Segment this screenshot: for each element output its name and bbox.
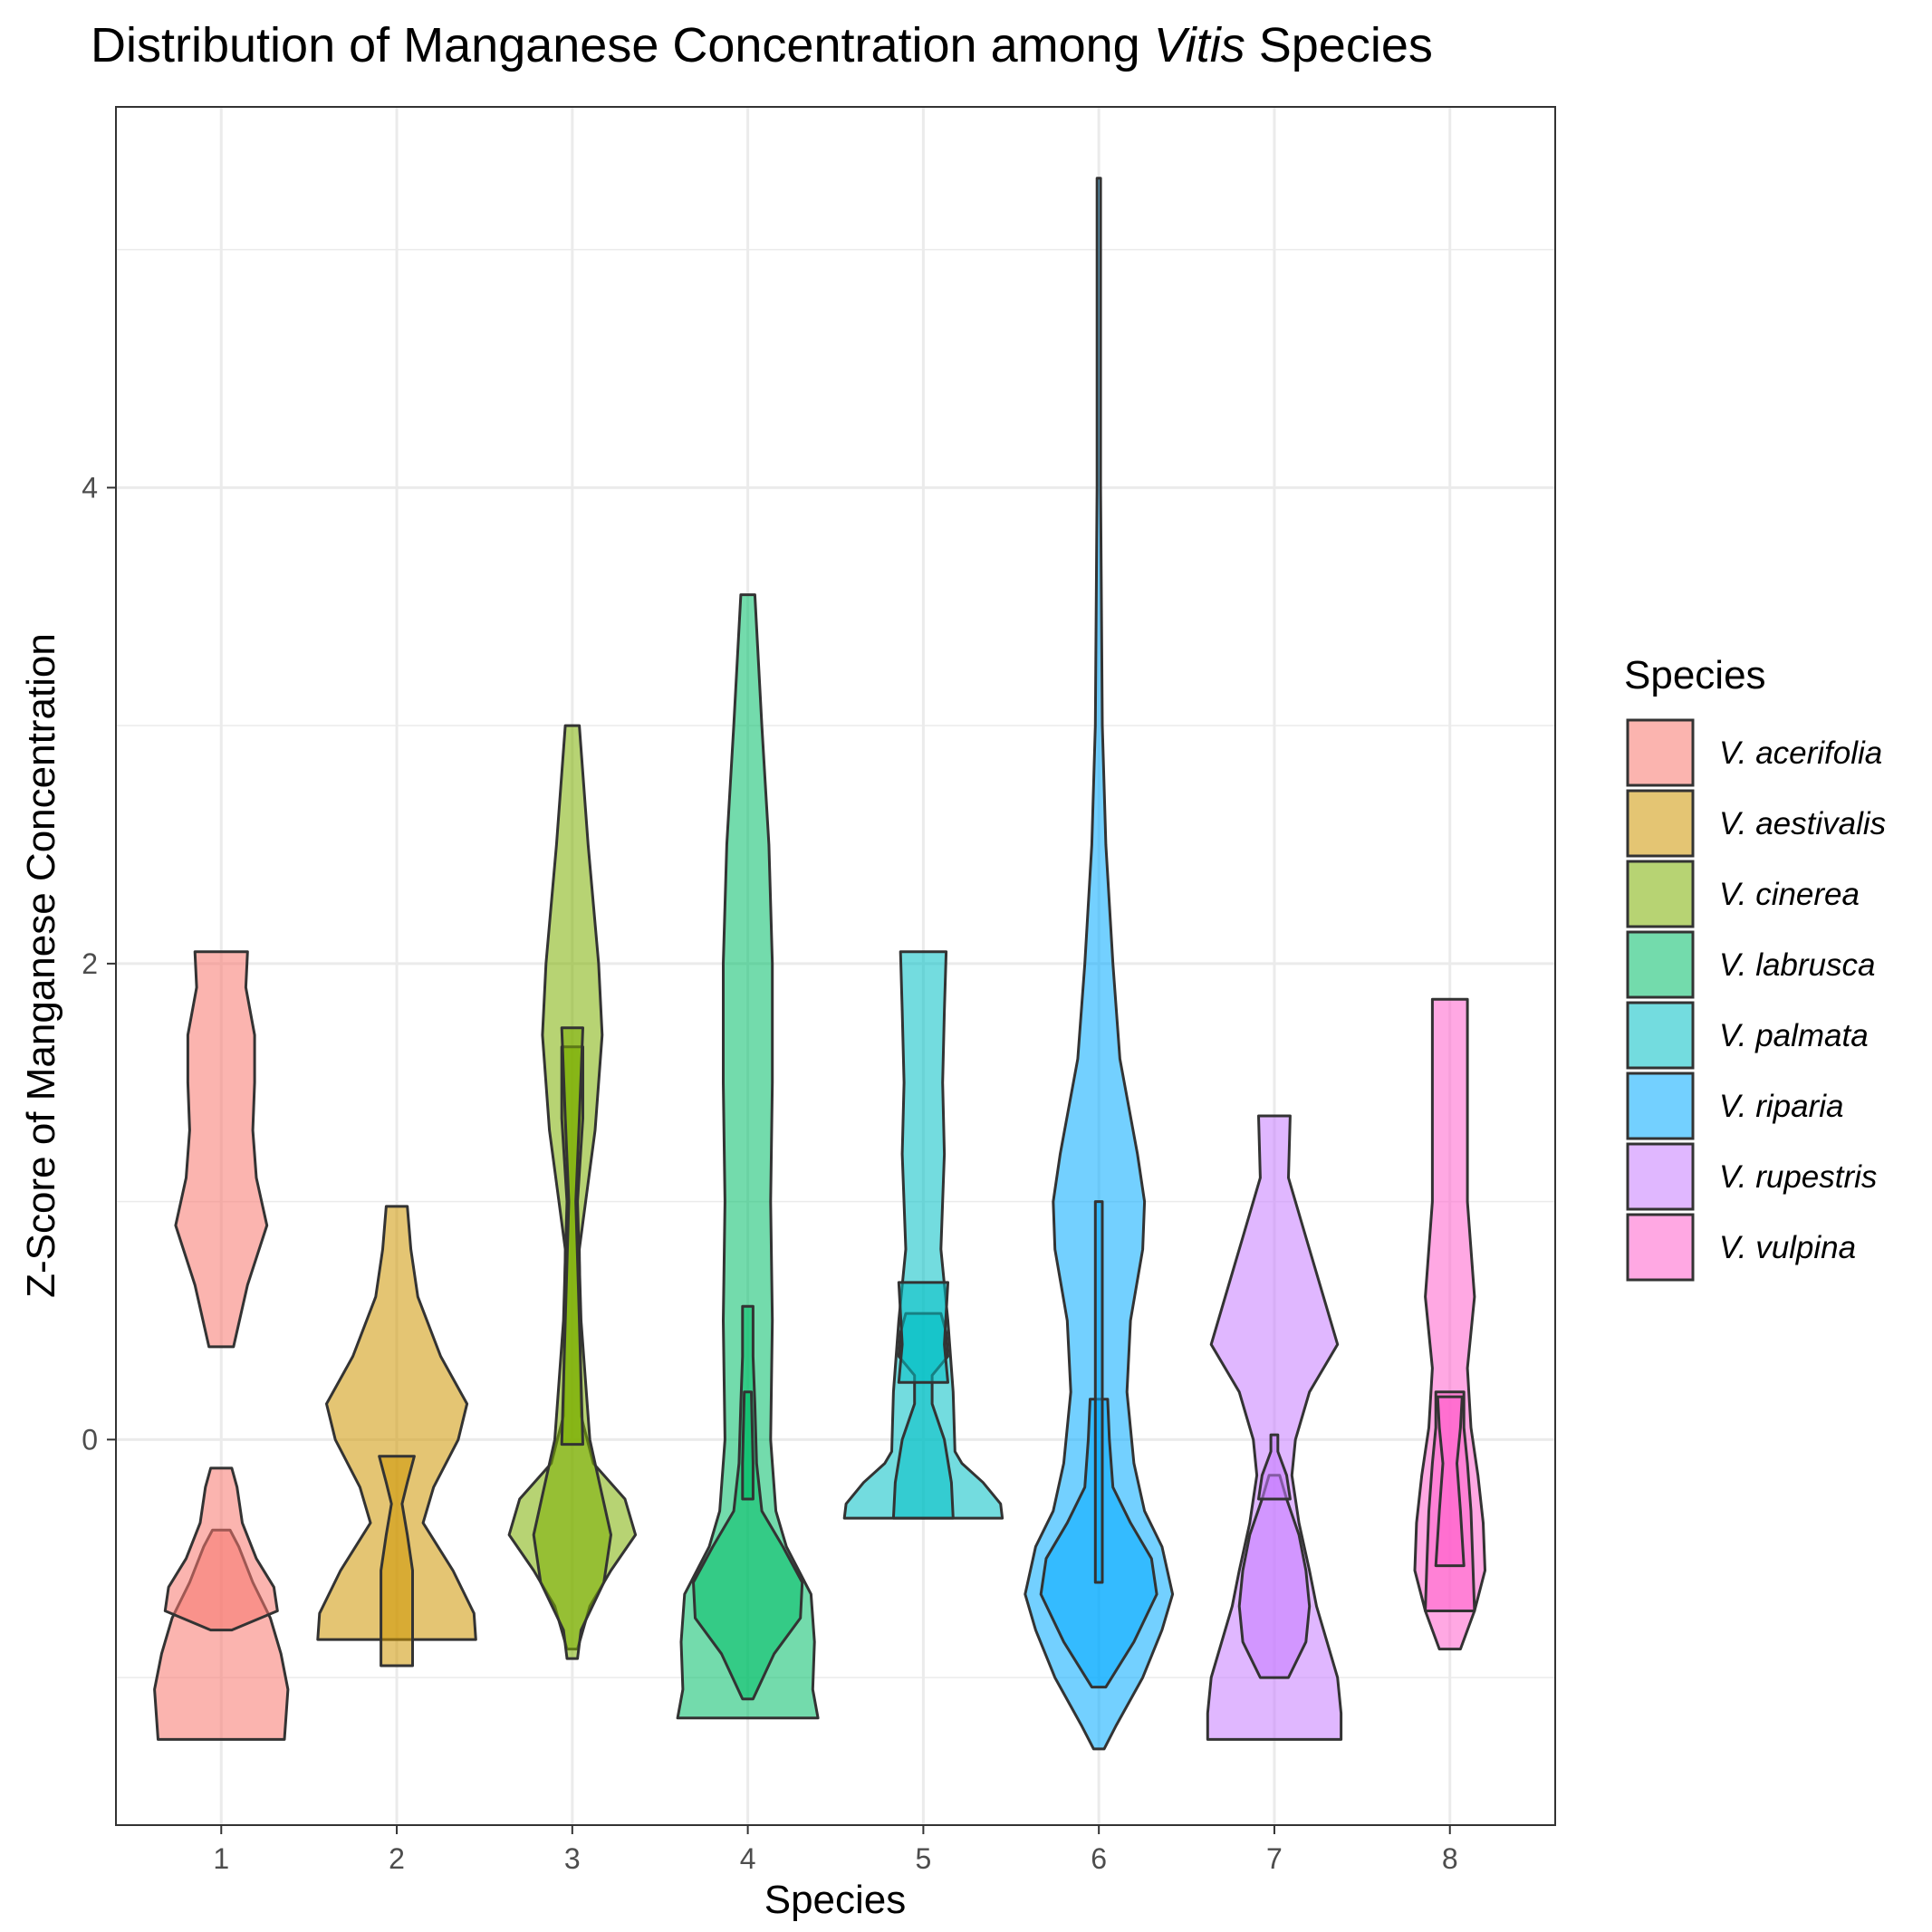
x-axis: 1 2 3 4 5 6 7 8	[213, 1825, 1458, 1875]
violin-species-1	[163, 1466, 279, 1632]
violin-species-5	[897, 1281, 949, 1384]
y-tick-label: 2	[82, 947, 98, 980]
violin-species-5	[842, 950, 1004, 1520]
legend-key	[1626, 860, 1695, 928]
x-axis-title: Species	[764, 1878, 907, 1922]
legend-key	[1626, 930, 1695, 999]
x-tick-label: 8	[1442, 1842, 1458, 1875]
violin-species-7	[1237, 1474, 1312, 1679]
x-tick-label: 7	[1266, 1842, 1283, 1875]
legend-label: V. aestivalis	[1719, 806, 1886, 841]
violin-species-2	[378, 1455, 416, 1668]
legend-key	[1626, 718, 1695, 787]
title-part-2: Species	[1245, 18, 1433, 72]
legend-key	[1626, 789, 1695, 858]
legend-label: V. vulpina	[1719, 1230, 1856, 1265]
title-part-0: Distribution of Manganese Concentration …	[91, 18, 1154, 72]
legend-key	[1626, 1213, 1695, 1282]
grid	[116, 107, 1555, 1825]
violin-species-4	[692, 1304, 804, 1701]
violin-species-3	[560, 1026, 584, 1447]
legend-key	[1626, 1142, 1695, 1211]
violin-species-6	[1093, 1200, 1104, 1584]
panel-border	[115, 106, 1556, 1826]
x-tick-label: 5	[915, 1842, 931, 1875]
legend: Species V. acerifolia V. aestivalis V. cin…	[1624, 653, 1886, 1282]
legend-label: V. acerifolia	[1719, 735, 1882, 771]
violin-species-4	[741, 1390, 755, 1501]
legend-key	[1626, 1072, 1695, 1140]
x-tick-label: 1	[213, 1842, 229, 1875]
legend-title: Species	[1624, 653, 1766, 697]
y-axis-title: Z-Score of Manganese Concentration	[19, 633, 63, 1298]
legend-label: V. rupestris	[1719, 1159, 1877, 1195]
legend-key	[1626, 1001, 1695, 1070]
legend-label: V. riparia	[1719, 1089, 1843, 1124]
y-tick-label: 4	[82, 471, 98, 504]
chart-title: Distribution of Manganese Concentration …	[91, 18, 1433, 72]
x-tick-label: 6	[1091, 1842, 1107, 1875]
title-part-1: Vitis	[1154, 18, 1245, 72]
x-tick-label: 3	[564, 1842, 581, 1875]
x-tick-label: 4	[740, 1842, 756, 1875]
y-axis: 0 2 4	[82, 471, 116, 1456]
legend-label: V. labrusca	[1719, 947, 1876, 983]
violin-species-2	[316, 1205, 477, 1641]
y-tick-label: 0	[82, 1423, 98, 1456]
x-tick-label: 2	[389, 1842, 405, 1875]
violin-species-8	[1434, 1395, 1466, 1568]
violin-species-1	[174, 950, 269, 1349]
legend-label: V. cinerea	[1719, 877, 1860, 912]
violin-species-7	[1257, 1433, 1292, 1501]
violin-species-6	[1024, 177, 1175, 1751]
violins	[153, 177, 1486, 1751]
violin-species-4	[676, 593, 820, 1720]
legend-label: V. palmata	[1719, 1018, 1869, 1053]
